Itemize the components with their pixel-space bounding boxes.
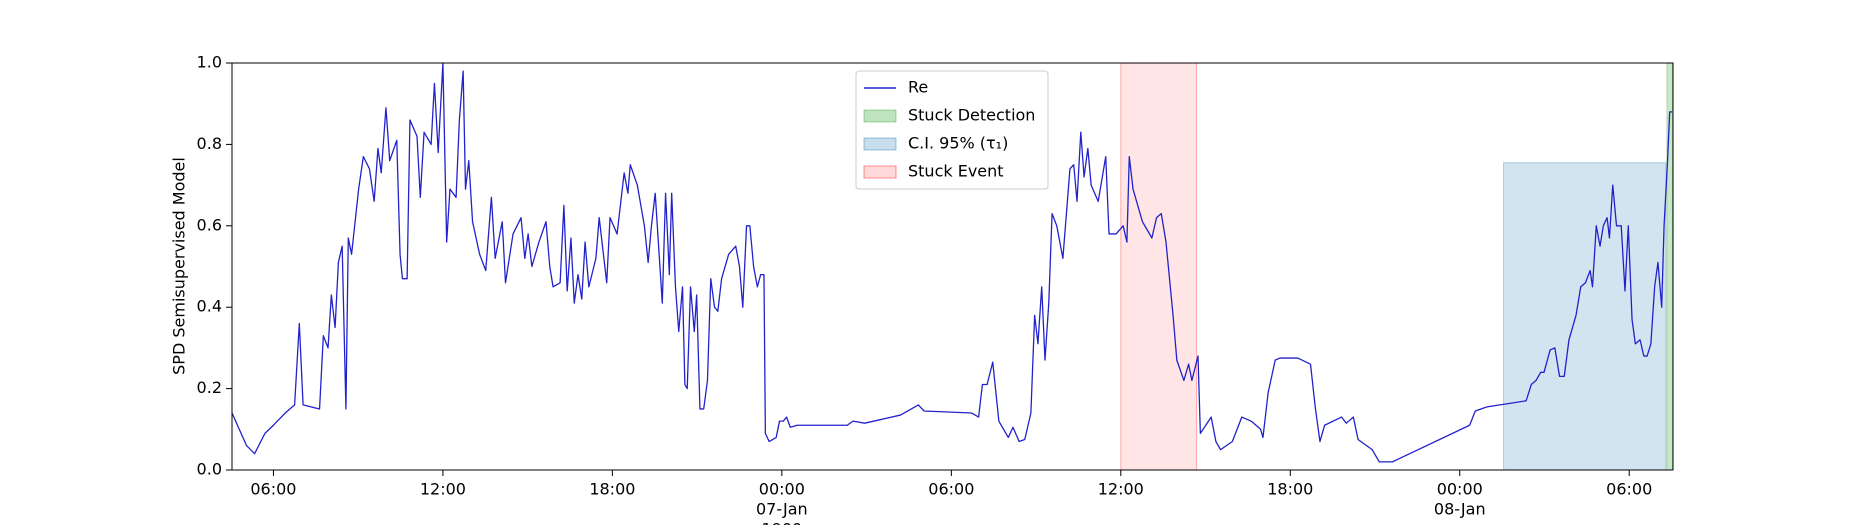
x-tick-label: 12:00 <box>420 480 466 499</box>
x-tick-label: 00:00 <box>759 480 805 499</box>
legend-swatch <box>863 109 897 123</box>
span <box>1120 62 1198 471</box>
x-tick-label: 18:00 <box>589 480 635 499</box>
x-tick-label: 08-Jan <box>1434 500 1486 519</box>
x-tick-label: 1900 <box>761 520 802 525</box>
x-tick-label: 18:00 <box>1267 480 1313 499</box>
x-tick-label: 00:00 <box>1437 480 1483 499</box>
y-tick-label: 0.8 <box>197 134 222 153</box>
legend-swatch <box>863 137 897 151</box>
y-tick-label: 0.6 <box>197 215 222 234</box>
legend-label: Stuck Detection <box>908 106 1035 125</box>
y-tick-label: 1.0 <box>197 53 222 72</box>
legend-box <box>855 70 1049 190</box>
legend-swatch <box>863 165 897 179</box>
y-tick-label: 0.2 <box>197 378 222 397</box>
x-tick-label: 12:00 <box>1098 480 1144 499</box>
x-tick-label: 06:00 <box>250 480 296 499</box>
span <box>1503 162 1667 471</box>
y-tick-label: 0.4 <box>197 297 222 316</box>
y-tick-label: 0.0 <box>197 460 222 479</box>
legend-label: Stuck Event <box>908 162 1004 181</box>
x-tick-label: 06:00 <box>928 480 974 499</box>
x-tick-label: 06:00 <box>1606 480 1652 499</box>
axes-frame <box>231 62 1674 471</box>
line <box>231 62 1673 463</box>
legend-label: C.I. 95% (τ₁) <box>908 134 1008 153</box>
y-axis-label: SPD Semisupervised Model <box>170 157 189 375</box>
legend-label: Re <box>908 78 928 97</box>
x-tick-label: 07-Jan <box>756 500 808 519</box>
